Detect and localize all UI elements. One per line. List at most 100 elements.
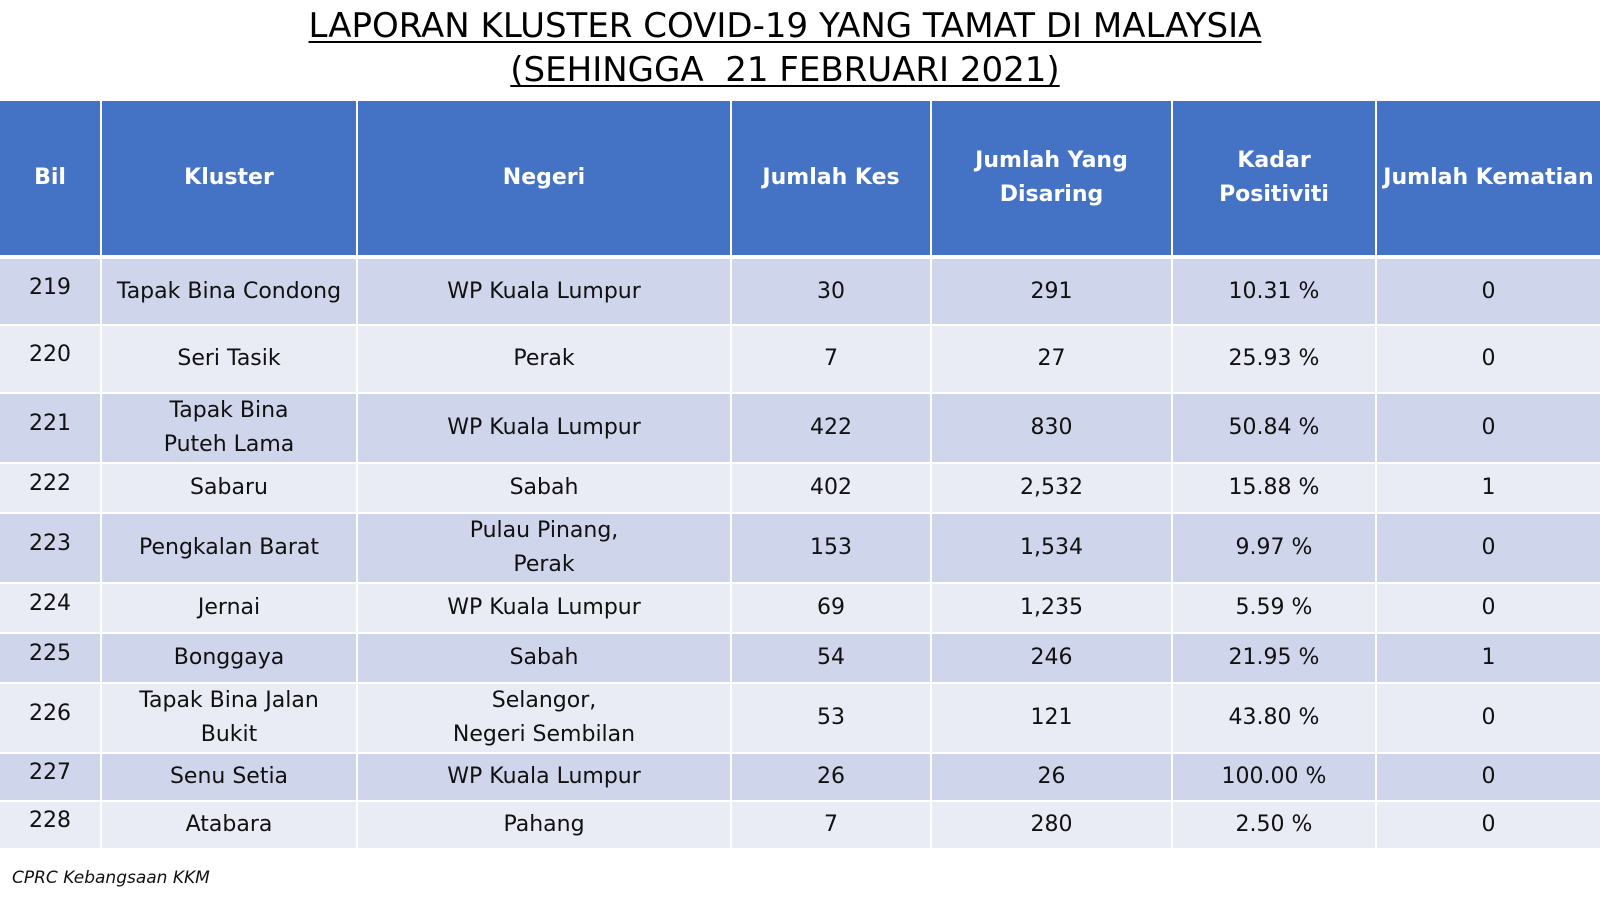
- header-jumlah-disaring: Jumlah Yang Disaring: [931, 101, 1173, 259]
- cell-bil: 225: [0, 633, 102, 684]
- cell-jumlah-kematian: 1: [1376, 633, 1600, 684]
- cell-kadar-positiviti-text: 15.88 %: [1228, 475, 1320, 500]
- cell-kadar-positiviti-text: 25.93 %: [1228, 346, 1320, 371]
- cell-kadar-positiviti-text: 10.31 %: [1228, 278, 1320, 304]
- cell-negeri-line: Selangor,: [491, 688, 597, 713]
- header-negeri: Negeri: [357, 101, 732, 259]
- cell-kadar-positiviti: 5.59 %: [1172, 583, 1377, 634]
- cell-jumlah-disaring: 246: [931, 633, 1173, 684]
- cell-negeri-line: Pulau Pinang,: [469, 518, 619, 543]
- cell-bil-text: 219: [29, 274, 71, 300]
- cell-jumlah-disaring-text: 26: [1037, 764, 1066, 789]
- cell-kluster: Jernai: [101, 583, 358, 634]
- cell-kluster: Pengkalan Barat: [101, 513, 358, 584]
- cell-bil-text: 225: [29, 641, 71, 666]
- cell-kadar-positiviti: 50.84 %: [1172, 393, 1377, 464]
- cell-negeri-line: Sabah: [509, 475, 579, 500]
- cell-negeri-line: WP Kuala Lumpur: [447, 764, 641, 789]
- cell-jumlah-kes-text: 69: [817, 595, 845, 620]
- table-row: 224 Jernai WP Kuala Lumpur 69 1,235 5.59 % 0: [0, 583, 1600, 634]
- cell-negeri-line: WP Kuala Lumpur: [447, 415, 641, 440]
- table-body: 219 Tapak Bina Condong WP Kuala Lumpur 30 29…: [0, 257, 1600, 850]
- cell-bil: 220: [0, 325, 102, 394]
- cell-kadar-positiviti-text: 21.95 %: [1228, 645, 1320, 670]
- cell-jumlah-disaring-text: 27: [1037, 346, 1066, 371]
- cell-jumlah-kematian: 0: [1376, 325, 1600, 394]
- cell-kluster: Bonggaya: [101, 633, 358, 684]
- cell-kluster-line: Puteh Lama: [163, 432, 295, 457]
- cell-jumlah-kes: 402: [731, 463, 932, 514]
- cell-negeri-line: Negeri Sembilan: [452, 722, 636, 747]
- cell-jumlah-kes: 54: [731, 633, 932, 684]
- cell-jumlah-disaring: 280: [931, 801, 1173, 850]
- cell-bil: 219: [0, 257, 102, 326]
- header-jumlah-disaring-line1: Jumlah Yang: [975, 148, 1128, 173]
- cell-jumlah-kes-text: 7: [824, 812, 838, 837]
- cell-bil: 227: [0, 753, 102, 802]
- cell-negeri: Pulau Pinang, Perak: [357, 513, 732, 584]
- cell-kluster-line: Bonggaya: [173, 645, 285, 670]
- table-row: 220 Seri Tasik Perak 7 27 25.93 % 0: [0, 325, 1600, 394]
- cell-jumlah-kes-text: 53: [817, 705, 845, 730]
- cell-negeri: Pahang: [357, 801, 732, 850]
- table-row: 225 Bonggaya Sabah 54 246 21.95 % 1: [0, 633, 1600, 684]
- cell-kadar-positiviti-text: 100.00 %: [1221, 764, 1327, 789]
- cell-kadar-positiviti-text: 50.84 %: [1228, 415, 1320, 440]
- cell-jumlah-disaring: 1,235: [931, 583, 1173, 634]
- table-row: 223 Pengkalan Barat Pulau Pinang, Perak 153 1…: [0, 513, 1600, 584]
- cell-negeri: WP Kuala Lumpur: [357, 393, 732, 464]
- cell-jumlah-kematian-text: 0: [1481, 812, 1496, 837]
- cell-kadar-positiviti: 25.93 %: [1172, 325, 1377, 394]
- cell-jumlah-kes: 69: [731, 583, 932, 634]
- cell-kadar-positiviti-text: 5.59 %: [1235, 595, 1313, 620]
- cell-bil: 226: [0, 683, 102, 754]
- cell-jumlah-kematian-text: 0: [1481, 535, 1496, 560]
- cell-negeri: Sabah: [357, 633, 732, 684]
- cell-negeri: Perak: [357, 325, 732, 394]
- cell-bil: 224: [0, 583, 102, 634]
- cell-negeri-line: Perak: [513, 552, 575, 577]
- cell-jumlah-disaring: 26: [931, 753, 1173, 802]
- table-row: 227 Senu Setia WP Kuala Lumpur 26 26 100.00 %…: [0, 753, 1600, 802]
- cell-kluster-line: Seri Tasik: [177, 346, 281, 371]
- cell-jumlah-kematian: 0: [1376, 583, 1600, 634]
- cell-jumlah-kematian-text: 0: [1481, 346, 1496, 371]
- cell-jumlah-kematian-text: 1: [1481, 475, 1496, 500]
- cell-kluster-line: Jernai: [197, 595, 261, 620]
- cell-negeri-line: WP Kuala Lumpur: [447, 278, 641, 304]
- cell-kadar-positiviti-text: 2.50 %: [1235, 812, 1313, 837]
- cell-bil-text: 227: [29, 760, 71, 785]
- cell-jumlah-disaring-text: 2,532: [1020, 475, 1083, 500]
- cell-bil-text: 224: [29, 591, 71, 616]
- cell-jumlah-kes: 422: [731, 393, 932, 464]
- cell-negeri: Sabah: [357, 463, 732, 514]
- cell-negeri-line: Perak: [513, 346, 575, 371]
- header-kadar-positiviti: Kadar Positiviti: [1172, 101, 1377, 259]
- cell-jumlah-disaring: 291: [931, 257, 1173, 326]
- cell-kluster: Seri Tasik: [101, 325, 358, 394]
- cell-kadar-positiviti-text: 9.97 %: [1235, 535, 1313, 560]
- table-row: 228 Atabara Pahang 7 280 2.50 % 0: [0, 801, 1600, 850]
- cell-negeri: Selangor, Negeri Sembilan: [357, 683, 732, 754]
- cell-kadar-positiviti: 15.88 %: [1172, 463, 1377, 514]
- table-header-row: Bil Kluster Negeri Jumlah Kes Jumlah Yan…: [0, 101, 1600, 259]
- cell-kluster: Sabaru: [101, 463, 358, 514]
- cell-kluster: Atabara: [101, 801, 358, 850]
- cell-negeri-line: WP Kuala Lumpur: [447, 595, 641, 620]
- cell-jumlah-kes-text: 7: [824, 346, 838, 371]
- cell-jumlah-kes: 30: [731, 257, 932, 326]
- cell-kluster-line: Tapak Bina: [169, 398, 289, 423]
- cell-kadar-positiviti: 100.00 %: [1172, 753, 1377, 802]
- cell-negeri: WP Kuala Lumpur: [357, 753, 732, 802]
- cell-kluster-line: Atabara: [185, 812, 273, 837]
- cell-jumlah-kes-text: 26: [817, 764, 845, 789]
- cell-kluster-line: Tapak Bina Condong: [116, 278, 342, 304]
- cell-kadar-positiviti: 9.97 %: [1172, 513, 1377, 584]
- cell-jumlah-kematian: 0: [1376, 753, 1600, 802]
- cell-jumlah-disaring: 2,532: [931, 463, 1173, 514]
- cell-jumlah-kes: 26: [731, 753, 932, 802]
- cluster-table: Bil Kluster Negeri Jumlah Kes Jumlah Yan…: [0, 101, 1600, 850]
- cell-jumlah-disaring-text: 121: [1030, 705, 1073, 730]
- cell-jumlah-kes: 53: [731, 683, 932, 754]
- source-note: CPRC Kebangsaan KKM: [12, 868, 210, 888]
